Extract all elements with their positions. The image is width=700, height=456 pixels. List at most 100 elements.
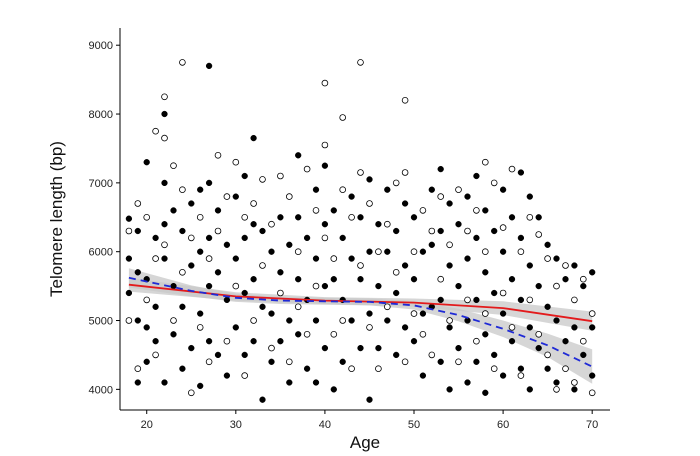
open-point — [330, 330, 338, 338]
filled-point — [446, 386, 453, 393]
filled-point — [286, 379, 293, 386]
filled-point — [303, 234, 311, 242]
filled-point — [366, 176, 373, 183]
open-point — [437, 275, 445, 283]
filled-point — [223, 296, 231, 304]
filled-point — [366, 396, 373, 403]
open-point — [410, 248, 418, 256]
open-point — [250, 200, 257, 207]
filled-point — [188, 200, 195, 207]
filled-point — [259, 303, 266, 310]
x-tick-label: 60 — [497, 419, 509, 431]
filled-point — [482, 207, 489, 214]
open-point — [250, 317, 257, 324]
filled-point — [339, 234, 346, 242]
open-point — [419, 330, 427, 338]
x-tick-label: 40 — [319, 419, 331, 431]
filled-point — [482, 269, 489, 276]
filled-point — [339, 358, 346, 365]
filled-point — [446, 324, 453, 331]
filled-point — [303, 365, 311, 372]
open-point — [179, 268, 186, 276]
filled-point — [526, 386, 533, 393]
x-axis-ticks: 20 30 40 50 60 70 — [141, 410, 598, 431]
filled-point — [455, 344, 462, 352]
filled-point — [312, 186, 320, 193]
filled-point — [277, 269, 284, 276]
filled-point — [491, 351, 498, 359]
open-point — [562, 262, 569, 269]
open-point — [339, 186, 347, 194]
filled-point — [250, 276, 257, 283]
open-point — [366, 324, 373, 331]
open-point — [401, 97, 409, 104]
filled-point — [473, 172, 480, 180]
x-axis-title: Age — [350, 433, 380, 452]
open-point — [330, 255, 338, 262]
filled-point — [589, 372, 596, 379]
filled-point — [161, 379, 168, 386]
open-point — [579, 337, 587, 345]
filled-point — [125, 215, 133, 222]
open-point — [268, 220, 275, 228]
filled-point — [464, 255, 471, 262]
filled-point — [410, 338, 418, 345]
filled-point — [152, 338, 159, 345]
y-tick-label: 6000 — [89, 247, 113, 259]
open-point — [473, 207, 480, 214]
filled-point — [321, 221, 329, 228]
data-points — [125, 59, 596, 403]
open-point — [401, 358, 409, 366]
filled-point — [259, 396, 266, 403]
filled-point — [366, 248, 373, 255]
open-point — [428, 227, 436, 235]
open-point — [446, 241, 453, 249]
open-point — [375, 365, 382, 373]
filled-point — [250, 221, 257, 228]
open-point — [152, 127, 159, 135]
filled-point — [517, 365, 525, 372]
filled-point — [170, 331, 177, 338]
filled-point — [535, 344, 542, 352]
open-point — [170, 162, 177, 170]
open-point — [535, 330, 542, 338]
open-point — [464, 296, 471, 304]
filled-point — [125, 255, 133, 262]
filled-point — [232, 193, 239, 200]
open-point — [134, 200, 142, 207]
filled-point — [161, 110, 168, 118]
open-point — [196, 214, 204, 221]
filled-point — [455, 282, 462, 290]
open-point — [205, 255, 213, 262]
y-tick-label: 7000 — [89, 178, 113, 190]
filled-point — [437, 358, 444, 365]
filled-point — [482, 389, 489, 396]
open-point — [428, 351, 436, 359]
filled-point — [580, 282, 587, 290]
x-tick-label: 70 — [586, 419, 598, 431]
open-point — [294, 303, 302, 311]
filled-point — [268, 310, 275, 317]
open-point — [357, 59, 364, 66]
filled-point — [143, 324, 150, 331]
open-point — [143, 296, 151, 304]
filled-point — [384, 317, 391, 324]
filled-point — [330, 276, 337, 283]
filled-point — [393, 227, 400, 235]
filled-point — [188, 262, 195, 269]
open-point — [517, 372, 525, 379]
filled-point — [553, 255, 560, 262]
filled-point — [152, 234, 159, 242]
filled-point — [553, 379, 560, 386]
filled-point — [437, 296, 444, 304]
x-tick-label: 50 — [408, 419, 420, 431]
filled-point — [571, 386, 578, 393]
open-point — [232, 158, 240, 166]
filled-point — [348, 193, 355, 200]
open-point — [366, 200, 373, 207]
filled-point — [205, 179, 213, 187]
filled-point — [508, 214, 516, 221]
filled-point — [241, 351, 248, 359]
filled-point — [161, 179, 168, 187]
open-point — [588, 310, 596, 317]
